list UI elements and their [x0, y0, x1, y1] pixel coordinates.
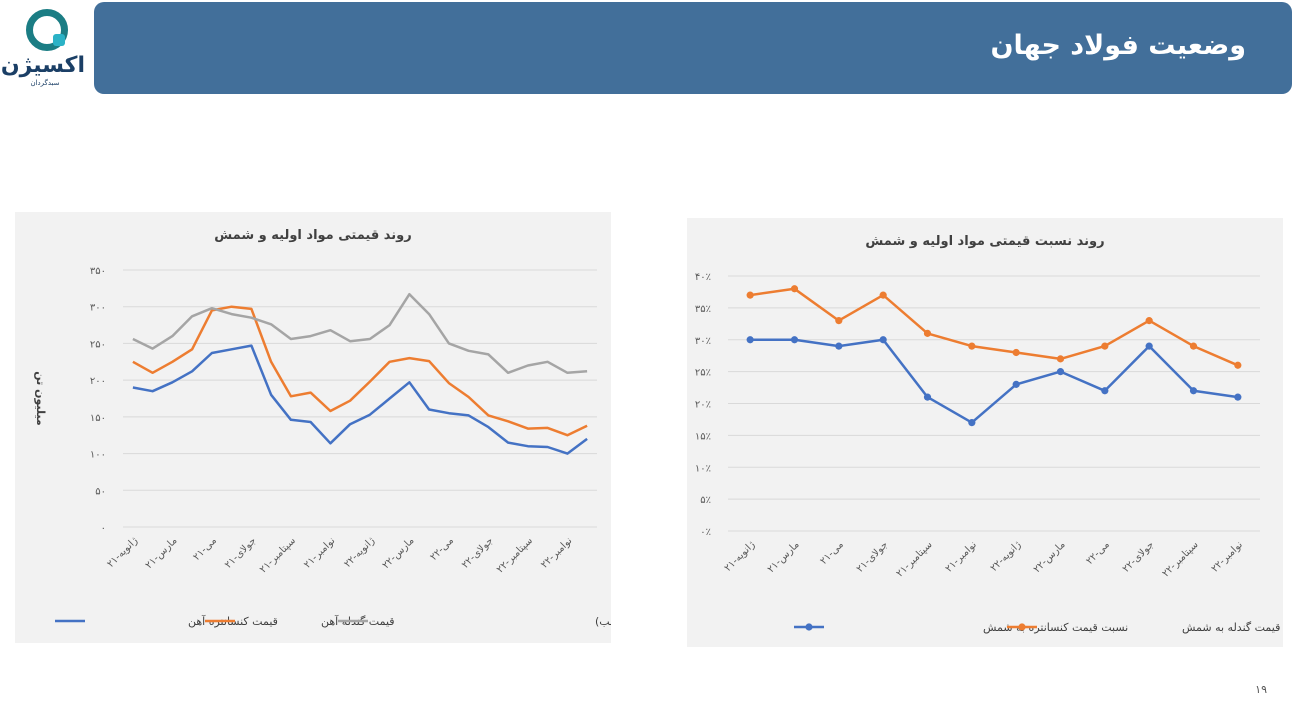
x-tick-label: ژانویه-۲۲ — [342, 535, 377, 570]
x-tick-label: نوامبر-۲۲ — [1210, 539, 1245, 574]
y-axis-label: میلیون تن — [34, 371, 47, 425]
data-point — [1101, 387, 1109, 395]
data-point — [746, 291, 754, 299]
data-point — [923, 329, 932, 337]
data-point — [879, 291, 887, 299]
y-tick-label: ۲۰٪ — [695, 400, 711, 411]
x-tick-label: مارس-۲۱ — [766, 539, 802, 575]
data-point — [1012, 348, 1020, 357]
page-number: ۱۹ — [1255, 683, 1267, 696]
x-tick-label: سپتامبر-۲۱ — [258, 535, 298, 575]
data-point — [968, 419, 976, 427]
series-line — [750, 287, 1239, 367]
y-tick-label: ۳۰۰ — [90, 303, 106, 314]
data-point — [1145, 342, 1153, 350]
data-point — [1234, 393, 1242, 401]
y-tick-label: ۵۰ — [95, 486, 106, 497]
chart-title: روند نسبت قیمتی مواد اولیه و شمش — [865, 234, 1104, 249]
series-line — [132, 292, 588, 375]
x-tick-label: می-۲۲ — [1084, 539, 1112, 567]
data-point — [1189, 342, 1198, 350]
data-point — [1012, 380, 1020, 388]
x-tick-label: ژانویه-۲۲ — [989, 539, 1024, 574]
x-tick-label: نوامبر-۲۱ — [302, 535, 337, 570]
y-tick-label: ۲۵٪ — [695, 368, 711, 379]
data-point — [835, 342, 843, 350]
price-ratio-chart-panel: روند نسبت قیمتی مواد اولیه و شمش ۰٪ ۵٪ ۱۰٪ ۱… — [687, 218, 1283, 647]
legend-marker — [805, 623, 813, 631]
data-point — [1056, 368, 1065, 376]
y-tick-label: ۴۰٪ — [695, 272, 711, 283]
x-tick-label: مارس-۲۱ — [144, 535, 180, 571]
y-tick-label: ۲۰۰ — [90, 376, 106, 387]
x-tick-label: مارس-۲۲ — [381, 535, 417, 571]
x-tick-label: می-۲۱ — [191, 535, 219, 563]
x-tick-label: می-۲۲ — [428, 535, 456, 563]
series-line — [132, 305, 588, 437]
y-tick-label: ۰ — [101, 523, 106, 534]
data-point — [968, 342, 976, 350]
price-trend-chart: روند قیمتی مواد اولیه و شمش ۰ ۵۰ ۱۰۰ ۱۵۰ ۲۰۰ ۲… — [34, 228, 611, 628]
data-point — [1234, 361, 1242, 369]
data-point — [879, 336, 887, 344]
data-point — [790, 285, 799, 293]
x-tick-label: سپتامبر-۲۲ — [495, 535, 535, 575]
x-tick-label: جولای-۲۲ — [460, 535, 496, 571]
x-tick-label: ژانویه-۲۱ — [723, 539, 758, 574]
legend-marker — [1018, 623, 1026, 631]
x-tick-label: ژانویه-۲۱ — [105, 535, 140, 570]
y-tick-label: ۳۰٪ — [695, 336, 711, 347]
data-point — [1145, 317, 1153, 325]
price-ratio-chart: روند نسبت قیمتی مواد اولیه و شمش ۰٪ ۵٪ ۱۰٪ ۱… — [695, 234, 1283, 634]
x-tick-label: جولای-۲۲ — [1121, 539, 1157, 575]
legend-label: نسبت قیمت گندله به شمش — [1182, 621, 1283, 634]
logo-tagline: سبدگردان — [30, 79, 60, 87]
y-tick-label: ۰٪ — [700, 527, 711, 538]
logo-dot-icon — [53, 34, 65, 46]
y-tick-label: ۲۵۰ — [90, 339, 106, 350]
data-point — [790, 336, 799, 344]
x-tick-label: جولای-۲۱ — [223, 535, 259, 571]
y-tick-label: ۵٪ — [700, 495, 711, 506]
header-banner: وضعیت فولاد جهان — [94, 2, 1292, 94]
x-tick-label: جولای-۲۱ — [855, 539, 891, 575]
data-point — [1056, 355, 1065, 363]
y-tick-label: ۳۵۰ — [90, 266, 106, 277]
company-logo: اکسیژن سبدگردان — [0, 6, 85, 90]
y-tick-label: ۱۰٪ — [695, 463, 711, 474]
page-title: وضعیت فولاد جهان — [990, 30, 1246, 61]
data-point — [746, 336, 754, 344]
series-line — [750, 338, 1238, 424]
legend-label: قیمت شمش(متوسط قیمت بیلت و اسلب) — [595, 615, 611, 628]
price-trend-chart-panel: روند قیمتی مواد اولیه و شمش ۰ ۵۰ ۱۰۰ ۱۵۰ ۲۰۰ ۲… — [15, 212, 611, 643]
x-tick-label: مارس-۲۲ — [1032, 539, 1068, 575]
x-tick-label: نوامبر-۲۱ — [944, 539, 979, 574]
x-tick-label: سپتامبر-۲۲ — [1161, 539, 1201, 579]
y-tick-label: ۱۵۰ — [90, 413, 106, 424]
legend-label: نسبت قیمت کنسانتره به شمش — [983, 621, 1128, 634]
y-tick-label: ۳۵٪ — [695, 304, 711, 315]
y-tick-label: ۱۵٪ — [695, 431, 711, 442]
data-point — [1189, 387, 1198, 395]
data-point — [835, 317, 843, 325]
x-tick-label: سپتامبر-۲۱ — [895, 539, 935, 579]
y-tick-label: ۱۰۰ — [90, 450, 106, 461]
x-tick-label: نوامبر-۲۲ — [539, 535, 574, 570]
x-tick-label: می-۲۱ — [818, 539, 846, 567]
logo-ring-icon — [26, 9, 68, 51]
logo-name: اکسیژن — [0, 53, 85, 78]
chart-title: روند قیمتی مواد اولیه و شمش — [214, 228, 411, 243]
data-point — [923, 393, 932, 401]
data-point — [1101, 342, 1109, 350]
series-line — [132, 344, 588, 455]
